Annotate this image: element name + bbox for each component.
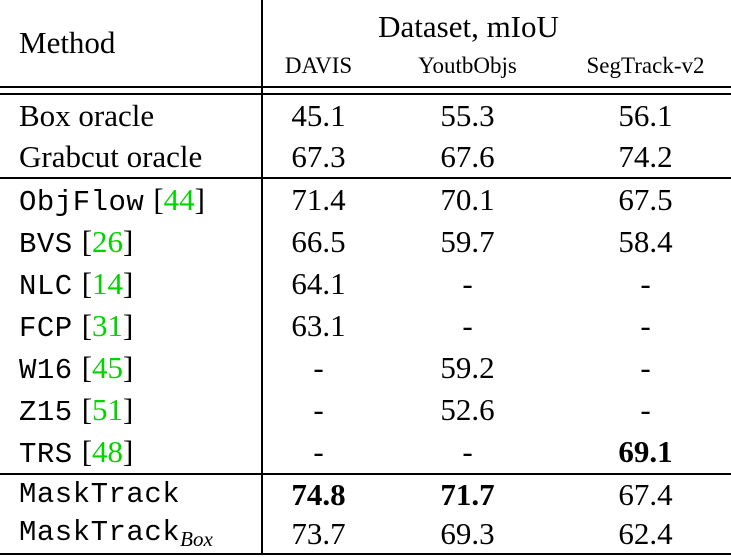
method-cell: FCP [31] bbox=[0, 308, 262, 345]
citation: [26] bbox=[81, 223, 134, 259]
method-cell: Box oracle bbox=[19, 97, 155, 133]
value-cell: 67.4 bbox=[618, 476, 673, 512]
value-cell: 67.3 bbox=[291, 138, 346, 174]
value-cell: 67.5 bbox=[618, 182, 673, 217]
table-row: W16 [45] - 59.2 - bbox=[0, 347, 731, 389]
value-cell: - bbox=[640, 392, 651, 427]
value-cell: 58.4 bbox=[618, 224, 673, 259]
value-cell: - bbox=[640, 308, 651, 343]
value-cell: 56.1 bbox=[618, 97, 673, 133]
method-cell: ObjFlow [44] bbox=[0, 182, 262, 219]
value-cell: - bbox=[640, 350, 651, 385]
table-row: NLC [14] 64.1 - - bbox=[0, 263, 731, 305]
method-cell: W16 [45] bbox=[0, 350, 262, 387]
value-cell: 66.5 bbox=[291, 224, 346, 259]
table-header: Method Dataset, mIoU DAVIS YoutbObjs Seg… bbox=[0, 0, 731, 86]
value-cell: 59.2 bbox=[440, 350, 495, 385]
method-name: NLC bbox=[19, 269, 73, 303]
table-row: ObjFlow [44] 71.4 70.1 67.5 bbox=[0, 179, 731, 221]
method-name: ObjFlow bbox=[19, 185, 145, 219]
method-cell: BVS [26] bbox=[0, 224, 262, 261]
double-rule-top bbox=[0, 86, 731, 88]
value-cell: - bbox=[313, 434, 324, 469]
table-row: BVS [26] 66.5 59.7 58.4 bbox=[0, 221, 731, 263]
column-header-youtbobjs: YoutbObjs bbox=[418, 53, 517, 78]
value-cell-best: 74.8 bbox=[291, 476, 346, 512]
dataset-group-header: Dataset, mIoU bbox=[378, 9, 559, 44]
value-cell: 69.3 bbox=[440, 515, 495, 551]
method-cell: NLC [14] bbox=[0, 266, 262, 303]
method-name: FCP bbox=[19, 311, 73, 345]
method-name: MaskTrack bbox=[19, 515, 181, 549]
citation: [48] bbox=[81, 433, 134, 469]
citation-link[interactable]: 44 bbox=[163, 181, 195, 217]
citation-link[interactable]: 31 bbox=[92, 307, 124, 343]
method-cell: MaskTrackBox bbox=[0, 516, 262, 552]
method-cell: MaskTrack bbox=[19, 478, 181, 511]
value-cell: - bbox=[462, 434, 473, 469]
value-cell: 52.6 bbox=[440, 392, 495, 427]
value-cell: 55.3 bbox=[440, 97, 495, 133]
method-cell: Grabcut oracle bbox=[19, 138, 203, 174]
bottom-rule bbox=[0, 553, 731, 555]
citation: [45] bbox=[81, 349, 134, 385]
value-cell: 63.1 bbox=[291, 308, 346, 343]
double-rule-bottom bbox=[0, 93, 731, 95]
table-row: Grabcut oracle 67.3 67.6 74.2 bbox=[0, 136, 731, 177]
value-cell: 67.6 bbox=[440, 138, 495, 174]
value-cell-best: 71.7 bbox=[440, 476, 495, 512]
value-cell: 64.1 bbox=[291, 266, 346, 301]
value-cell: 73.7 bbox=[291, 515, 346, 551]
table-row: MaskTrack 74.8 71.7 67.4 bbox=[0, 475, 731, 514]
citation: [14] bbox=[81, 265, 134, 301]
section-rule bbox=[0, 177, 731, 179]
value-cell: 70.1 bbox=[440, 182, 495, 217]
citation: [44] bbox=[153, 181, 205, 217]
table-row: FCP [31] 63.1 - - bbox=[0, 305, 731, 347]
method-name: BVS bbox=[19, 227, 73, 261]
method-cell: Z15 [51] bbox=[0, 392, 262, 429]
value-cell: - bbox=[313, 350, 324, 385]
citation-link[interactable]: 14 bbox=[92, 265, 124, 301]
value-cell: - bbox=[313, 392, 324, 427]
value-cell: - bbox=[462, 266, 473, 301]
section-rule bbox=[0, 473, 731, 475]
method-subscript: Box bbox=[180, 526, 213, 551]
value-cell: - bbox=[462, 308, 473, 343]
column-header-davis: DAVIS bbox=[284, 53, 353, 78]
method-name: Z15 bbox=[19, 395, 73, 429]
value-cell-best: 69.1 bbox=[618, 434, 673, 469]
citation-link[interactable]: 48 bbox=[92, 433, 124, 469]
table-row: Z15 [51] - 52.6 - bbox=[0, 389, 731, 431]
double-rule-gap bbox=[0, 88, 731, 93]
method-name: TRS bbox=[19, 437, 73, 471]
method-column-header: Method bbox=[19, 25, 116, 60]
value-cell: - bbox=[640, 266, 651, 301]
value-cell: 62.4 bbox=[618, 515, 673, 551]
citation: [31] bbox=[81, 307, 134, 343]
table-row: Box oracle 45.1 55.3 56.1 bbox=[0, 95, 731, 136]
citation-link[interactable]: 51 bbox=[92, 391, 124, 427]
value-cell: 59.7 bbox=[440, 224, 495, 259]
method-name: W16 bbox=[19, 353, 73, 387]
method-cell: TRS [48] bbox=[0, 434, 262, 471]
value-cell: 45.1 bbox=[291, 97, 346, 133]
citation: [51] bbox=[81, 391, 134, 427]
value-cell: 71.4 bbox=[291, 182, 346, 217]
citation-link[interactable]: 45 bbox=[92, 349, 124, 385]
table-row: TRS [48] - - 69.1 bbox=[0, 431, 731, 473]
column-divider-line bbox=[261, 0, 263, 555]
table-row: MaskTrackBox 73.7 69.3 62.4 bbox=[0, 514, 731, 553]
column-header-segtrack: SegTrack-v2 bbox=[586, 53, 705, 78]
citation-link[interactable]: 26 bbox=[92, 223, 124, 259]
value-cell: 74.2 bbox=[618, 138, 673, 174]
